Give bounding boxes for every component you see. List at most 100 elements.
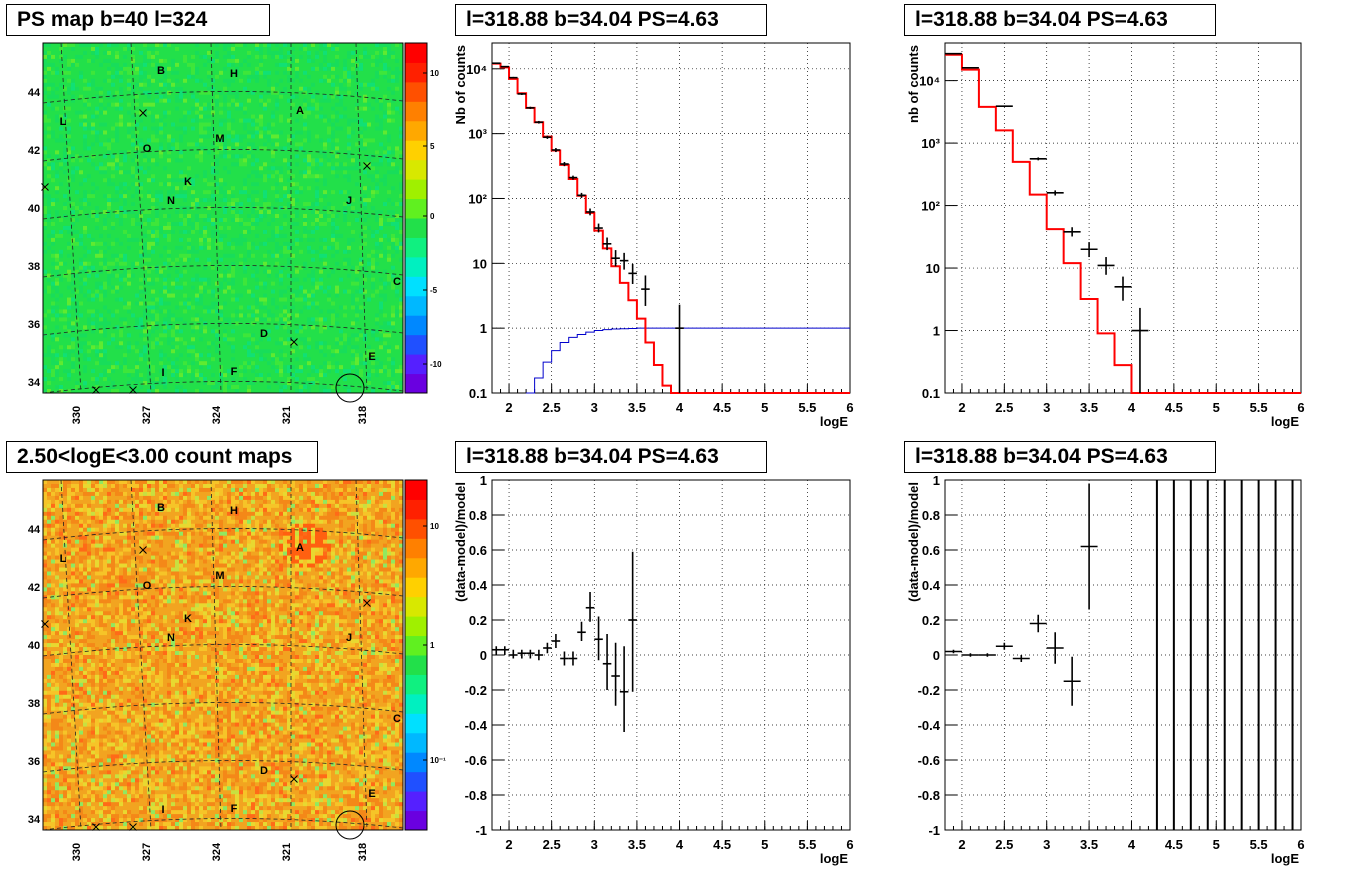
y-tick-label: 0.1 (469, 386, 487, 401)
x-tick-label: 5.5 (798, 837, 816, 852)
latitude-line (42, 265, 404, 278)
y-tick-label: 0.6 (922, 543, 940, 558)
palette-tick-label: 10 (430, 522, 439, 531)
x-tick-label: 4 (676, 400, 684, 415)
longitude-line (60, 479, 82, 831)
source-label: F (231, 366, 238, 378)
latitude-line (42, 702, 404, 715)
palette-tick-label: -5 (430, 286, 438, 295)
count-map-title: 2.50<logE<3.00 count maps (6, 441, 318, 473)
lon-tick-label: 318 (357, 843, 369, 861)
x-tick-label: 3 (1043, 837, 1050, 852)
map-frame (42, 42, 404, 394)
palette-tick-label: 10⁻¹ (430, 756, 446, 765)
x-tick-label: 3 (591, 837, 598, 852)
y-tick-label: 10² (921, 199, 940, 214)
latitude-line (42, 586, 404, 599)
source-label: O (143, 580, 152, 592)
lat-tick-label: 40 (28, 203, 40, 215)
ps-circle (335, 373, 365, 403)
source-label: H (230, 68, 238, 80)
latitude-line (42, 381, 404, 394)
model-histogram (945, 53, 1301, 394)
y-tick-label: 0.2 (922, 613, 940, 628)
x-tick-label: 3.5 (1080, 400, 1098, 415)
x-tick-label: 4.5 (713, 400, 731, 415)
ps-map-title: PS map b=40 l=324 (6, 4, 270, 36)
x-tick-label: 5.5 (1250, 400, 1268, 415)
y-axis-label: (data-model)/model (453, 482, 468, 602)
x-axis-label: logE (1271, 851, 1299, 866)
source-label: J (346, 632, 352, 644)
count-map-palette: 10 1 10⁻¹ (404, 479, 446, 831)
lat-tick-label: 44 (28, 524, 41, 536)
y-tick-label: 1 (480, 473, 487, 488)
x-tick-label: 4 (1128, 400, 1136, 415)
plot-frame (944, 42, 1302, 394)
ps-map-heatmap: B H A L M O KN J C D E I F 44 42 40 38 36 34 330 327 324 321 31… (28, 42, 404, 424)
source-label: A (296, 542, 304, 554)
cross-marker (92, 386, 100, 394)
x-tick-label: 5 (761, 837, 768, 852)
latitude-line (42, 818, 404, 831)
y-tick-label: 0 (933, 648, 940, 663)
y-tick-label: 0.2 (469, 613, 487, 628)
y-axis-label: nb of counts (906, 45, 921, 123)
x-tick-label: 4.5 (713, 837, 731, 852)
x-tick-label: 2.5 (543, 837, 561, 852)
cross-marker (41, 183, 49, 191)
lat-tick-label: 36 (28, 756, 40, 768)
exposure-histogram (526, 327, 850, 394)
source-label: B (157, 65, 165, 77)
longitude-line (130, 42, 152, 394)
y-tick-label: 0.4 (922, 578, 941, 593)
lon-tick-label: 330 (71, 406, 83, 424)
cross-marker (363, 162, 371, 170)
y-tick-label: -0.4 (918, 718, 941, 733)
y-tick-label: 1 (933, 473, 940, 488)
lon-tick-label: 321 (281, 843, 293, 861)
latitude-line (42, 149, 404, 162)
count-map-heatmap: B H A L M O KN J C D E I F 44 42 40 38 36 34 330 327 324 321 31… (28, 479, 404, 861)
latitude-line (42, 91, 404, 104)
latitude-line (42, 528, 404, 541)
plot-frame (491, 42, 851, 394)
lon-tick-label: 324 (211, 842, 223, 861)
longitude-line (355, 42, 368, 394)
y-tick-label: -0.2 (918, 683, 940, 698)
source-label: D (260, 328, 268, 340)
source-label: L (60, 116, 67, 128)
plot-frame (944, 479, 1302, 831)
source-label: I (161, 367, 164, 379)
source-label: K (184, 613, 192, 625)
source-label: I (161, 804, 164, 816)
palette-tick-label: 10 (430, 69, 439, 78)
cross-marker (363, 599, 371, 607)
latitude-line (42, 323, 404, 336)
longitude-line (60, 42, 82, 394)
spectrum-right-title: l=318.88 b=34.04 PS=4.63 (904, 4, 1216, 36)
x-axis-label: logE (1271, 414, 1299, 429)
source-label: L (60, 553, 67, 565)
y-tick-label: 10⁴ (919, 74, 940, 89)
palette-tick-label: 0 (430, 212, 435, 221)
x-tick-label: 5.5 (798, 400, 816, 415)
y-tick-label: 10³ (921, 136, 940, 151)
x-tick-label: 4 (676, 837, 684, 852)
x-tick-label: 2 (505, 400, 512, 415)
source-label: N (167, 632, 175, 644)
lon-tick-label: 327 (141, 406, 153, 424)
longitude-line (210, 42, 222, 394)
spectrum-right-plot: 2 2.5 3 3.5 4 4.5 5 5.5 6 0.1 1 10 10² 10³ 10⁴ logE nb o… (906, 42, 1305, 429)
x-tick-label: 4.5 (1165, 400, 1183, 415)
lat-tick-label: 34 (28, 377, 41, 389)
lon-tick-label: 324 (211, 405, 223, 424)
x-tick-label: 5 (1213, 400, 1220, 415)
y-tick-label: -0.8 (918, 788, 940, 803)
y-tick-label: 10⁴ (466, 62, 487, 77)
x-tick-label: 5.5 (1250, 837, 1268, 852)
y-tick-label: -0.8 (465, 788, 487, 803)
y-tick-label: 1 (480, 321, 487, 336)
residual-right-title: l=318.88 b=34.04 PS=4.63 (904, 441, 1216, 473)
